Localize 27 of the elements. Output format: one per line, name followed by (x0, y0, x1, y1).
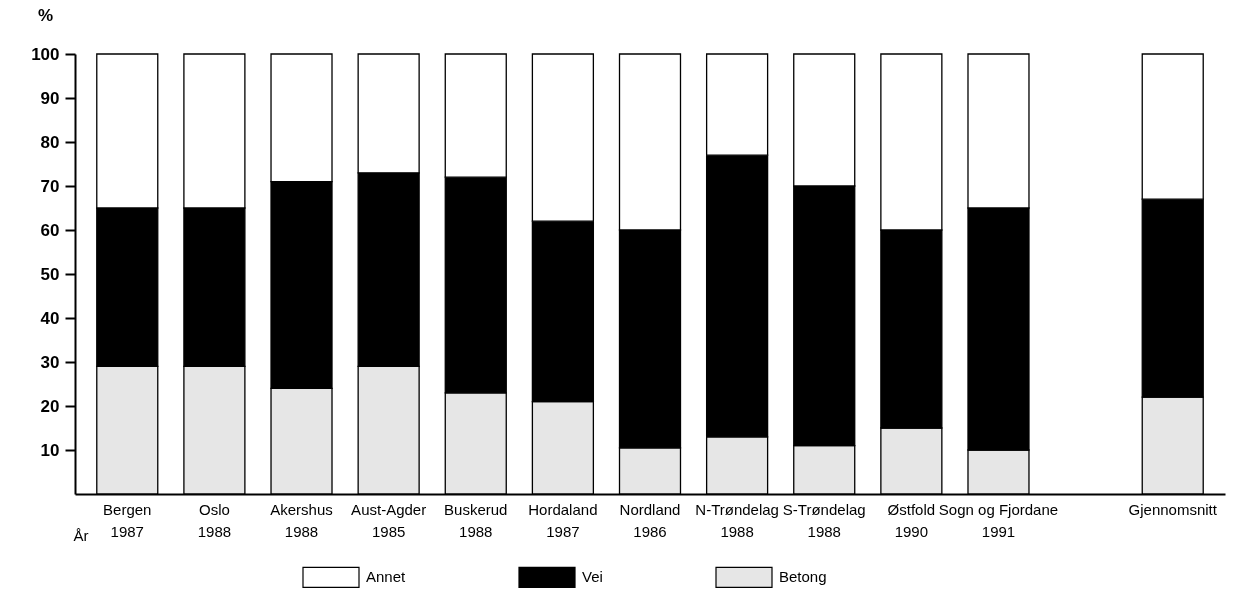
x-tick-label: Bergen 1987 (103, 500, 152, 540)
y-tick-label: 50 (40, 264, 60, 284)
x-tick-label: S-Trøndelag 1988 (782, 500, 866, 540)
y-tick-label: 60 (40, 220, 60, 240)
y-tick-label: 100 (31, 44, 60, 64)
y-tick-label: 70 (40, 176, 60, 196)
y-tick-label: 10 (40, 440, 60, 460)
x-tick-label: N-Trøndelag 1988 (695, 500, 779, 540)
y-tick-label: 30 (40, 352, 60, 372)
legend-label: Annet (366, 568, 407, 586)
x-tick-label: Buskerud 1988 (444, 500, 508, 540)
x-tick-label: Akershus 1988 (270, 500, 333, 540)
y-tick-label: 90 (40, 88, 60, 108)
y-tick-label: 80 (40, 132, 60, 152)
x-tick-label: Østfold 1990 (887, 500, 936, 540)
y-tick-label: 40 (40, 308, 60, 328)
y-tick-label: 20 (40, 396, 60, 416)
legend-label: Betong (779, 568, 827, 586)
x-tick-label: Nordland 1986 (619, 500, 681, 540)
x-tick-label: Hordaland 1987 (528, 500, 598, 540)
x-axis-title: År (73, 526, 89, 544)
x-tick-label: Sogn og Fjordane 1991 (938, 500, 1059, 540)
legend-label: Vei (582, 568, 603, 586)
x-tick-label: Aust-Agder 1985 (351, 500, 427, 540)
x-tick-label: Oslo 1988 (197, 500, 232, 540)
y-axis-title: % (37, 5, 54, 25)
x-tick-label: Gjennomsnitt (1128, 500, 1218, 518)
